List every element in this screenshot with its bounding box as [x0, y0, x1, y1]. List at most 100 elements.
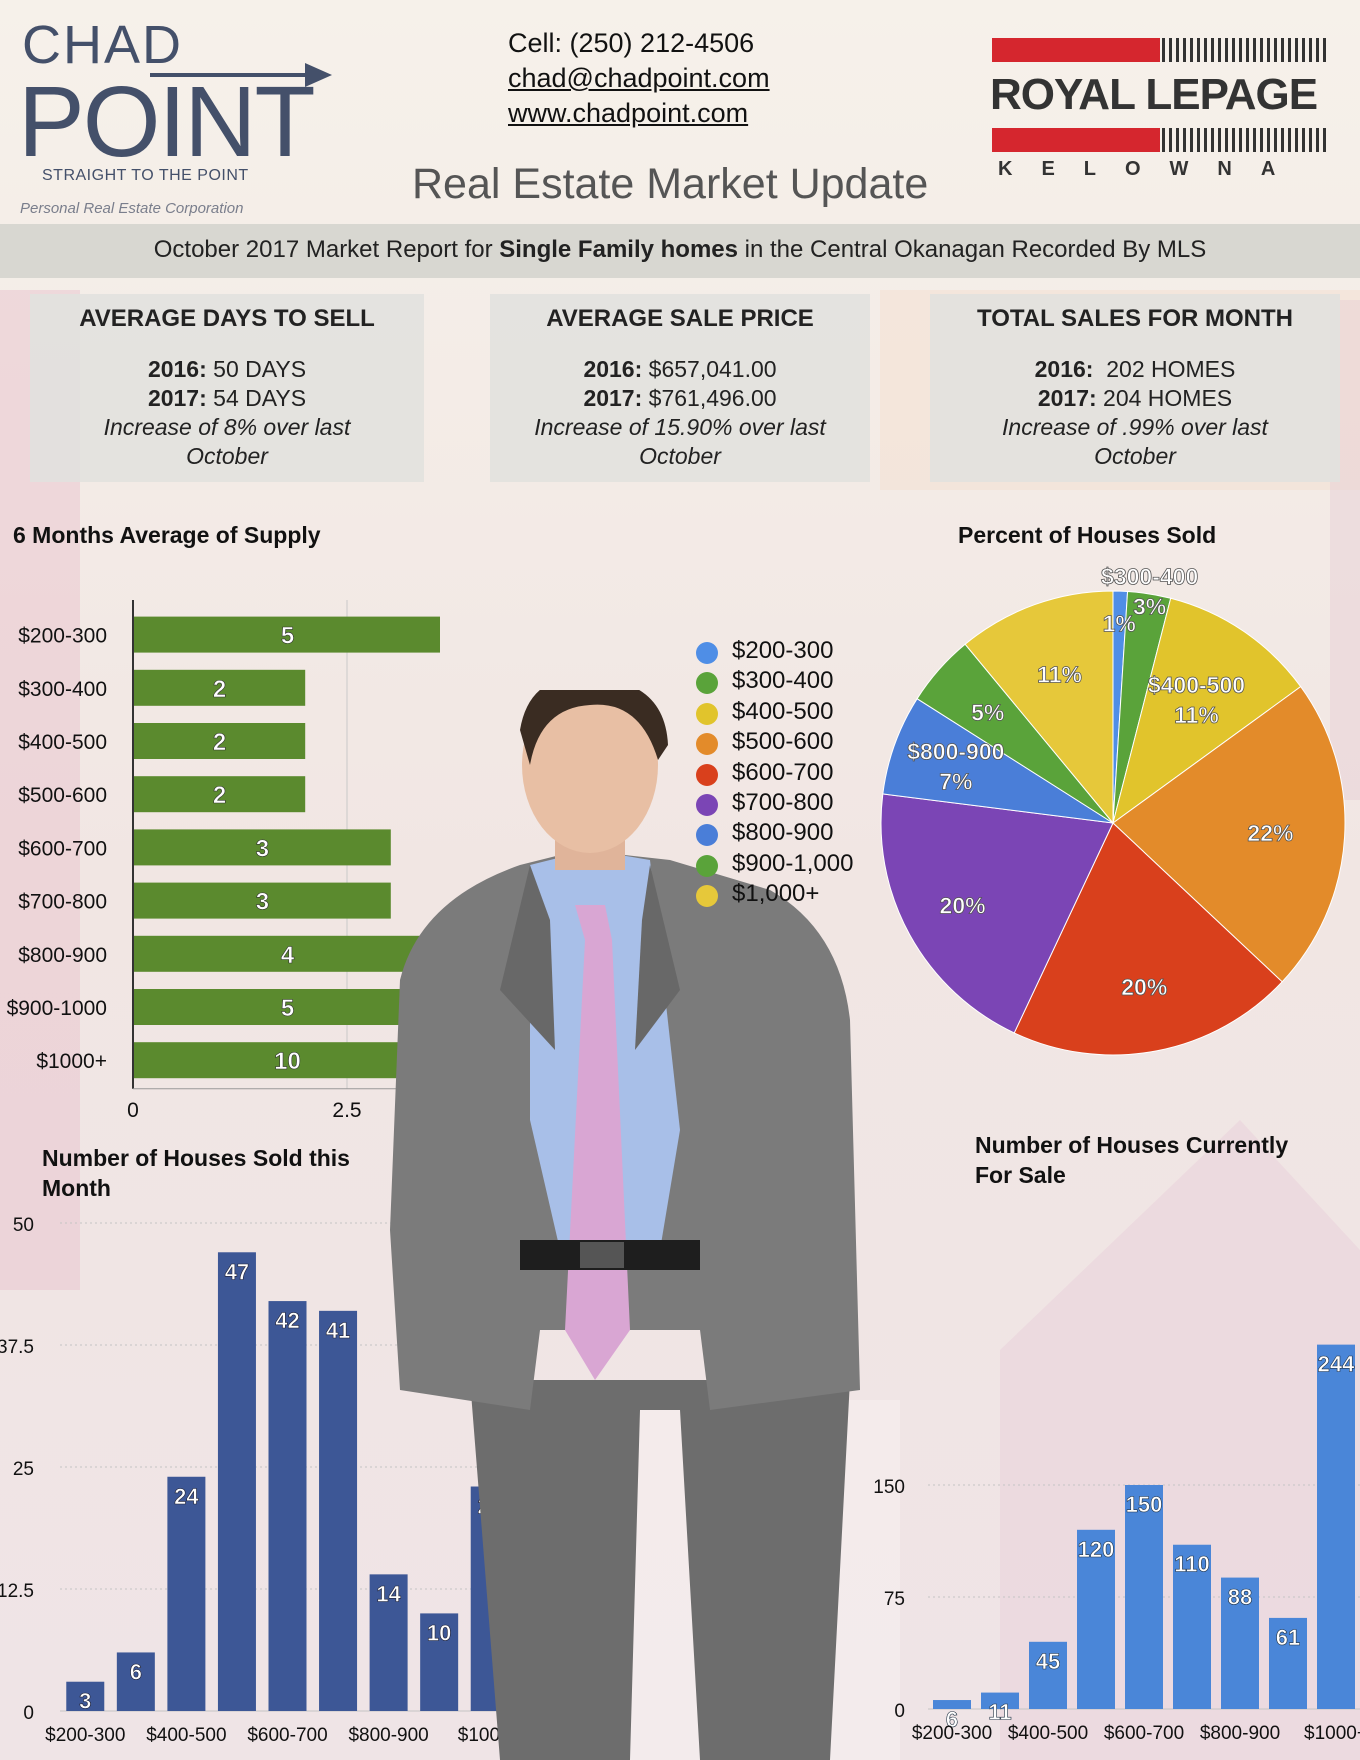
stat-2016: 2016: $657,041.00 [583, 356, 777, 382]
contact-website-link[interactable]: www.chadpoint.com [508, 98, 749, 128]
contact-cell: Cell: (250) 212-4506 [508, 28, 755, 58]
forsale-bar [1317, 1344, 1355, 1709]
sold-value-label: 6 [130, 1659, 142, 1684]
legend-swatch-icon [696, 702, 718, 725]
contact-email-link[interactable]: chad@chadpoint.com [508, 63, 770, 93]
supply-bar [134, 829, 391, 866]
sold-value-label: 42 [275, 1308, 299, 1333]
pie-slice [880, 793, 1114, 1034]
report-band [0, 224, 1360, 278]
supply-bar [134, 935, 440, 972]
stat-2017: 2017: $761,496.00 [583, 385, 777, 411]
supply-bar [134, 669, 306, 706]
brand-stripe-top [992, 38, 1160, 62]
forsale-bar [933, 1700, 971, 1709]
sold-value-label: 41 [326, 1318, 350, 1343]
pie-slice [1112, 685, 1346, 983]
forsale-bar [1173, 1544, 1211, 1709]
pie-slice-label: 7% [939, 768, 972, 794]
supply-category-label: $1000+ [36, 1050, 107, 1073]
pie-slice-label: 5% [971, 700, 1004, 726]
forsale-value-label: 11 [988, 1700, 1011, 1725]
legend-swatch-icon [696, 854, 718, 877]
legend-swatch-icon [696, 824, 718, 847]
supply-bar [134, 1042, 440, 1079]
legend-swatch-icon [696, 885, 718, 908]
supply-value-label: 3 [256, 835, 269, 862]
sold-value-label: 24 [174, 1484, 199, 1509]
sold-bar [369, 1574, 408, 1711]
forsale-value-label: 150 [1126, 1492, 1163, 1517]
supply-category-label: $200-300 [18, 625, 107, 648]
sold-bar [167, 1476, 206, 1711]
supply-category-label: $900-1000 [7, 997, 107, 1020]
stat-change: Increase of 15.90% over last October [534, 414, 826, 469]
legend-swatch-icon [696, 733, 718, 756]
supply-x-tick: 0 [127, 1099, 139, 1122]
supply-bar [134, 616, 440, 653]
sold-bar [268, 1301, 307, 1711]
sold-y-tick: 12.5 [0, 1581, 34, 1602]
stat-heading: TOTAL SALES FOR MONTH [977, 305, 1293, 332]
supply-bar [134, 989, 440, 1025]
forsale-y-tick: 150 [873, 1477, 905, 1498]
pie-slice-label: 11% [1037, 662, 1082, 688]
stat-2016: 2016: 202 HOMES [1034, 356, 1236, 382]
sold-value-label: 3 [79, 1689, 91, 1714]
sold-bar [319, 1310, 358, 1711]
pie-slice-label: $400-500 [1148, 672, 1245, 698]
sold-bar [66, 1681, 105, 1711]
sold-y-tick: 0 [23, 1703, 34, 1724]
sold-chart-title: Number of Houses Sold this Month [42, 1145, 350, 1201]
forsale-value-label: 61 [1276, 1625, 1300, 1650]
legend-swatch-icon [696, 642, 718, 664]
legend-label: $500-600 [732, 728, 834, 756]
pie-slice [882, 697, 1114, 824]
legend-label: $600-700 [732, 758, 834, 786]
stat-2017: 2017: 54 DAYS [147, 385, 307, 411]
logo-arrow-icon [150, 63, 332, 87]
stat-change: Increase of 8% over last October [103, 414, 351, 469]
agent-photo [390, 690, 860, 1760]
supply-value-label: 2 [213, 729, 226, 756]
sold-y-tick: 50 [13, 1215, 34, 1236]
sold-x-tick: $800-900 [348, 1725, 428, 1746]
sold-value-label: 14 [376, 1581, 401, 1606]
sold-bar [116, 1652, 155, 1711]
legend-swatch-icon [696, 794, 718, 816]
supply-value-label: 3 [256, 889, 269, 916]
sold-y-tick: 25 [13, 1459, 34, 1480]
legend-label: $700-800 [732, 789, 834, 816]
supply-x-tick: 2.5 [332, 1099, 361, 1122]
forsale-x-tick: $400-500 [1008, 1723, 1088, 1744]
forsale-chart: 0 75 150 6 11 45 120 150 110 88 61 244 $200-300 $400-… [873, 1344, 1360, 1744]
supply-category-label: $600-700 [18, 837, 107, 860]
report-band-text: October 2017 Market Report for Single Fa… [0, 236, 1360, 264]
report-bold: Single Family homes [499, 236, 738, 263]
forsale-x-tick: $1000+ [1304, 1723, 1360, 1744]
supply-chart-title: 6 Months Average of Supply [13, 522, 321, 548]
forsale-bar [1221, 1577, 1259, 1709]
legend-label: $800-900 [732, 819, 834, 847]
forsale-value-label: 6 [946, 1707, 958, 1732]
supply-value-label: 5 [281, 995, 294, 1022]
sold-x-tick: $600-700 [247, 1725, 327, 1746]
stat-box-sales: TOTAL SALES FOR MONTH 2016: 202 HOMES 20… [930, 294, 1340, 482]
supply-category-label: $300-400 [18, 678, 107, 701]
pie-chart: 1% $300-400 3% $400-500 11% 22% 20% 20% $800-900… [880, 563, 1346, 1056]
supply-bar [134, 776, 306, 813]
forsale-bar [981, 1692, 1019, 1709]
stat-heading: AVERAGE SALE PRICE [546, 305, 814, 332]
forsale-value-label: 88 [1228, 1585, 1252, 1610]
brand-name: ROYAL LEPAGE [990, 70, 1318, 119]
logo-tagline: STRAIGHT TO THE POINT [42, 167, 249, 184]
pie-slice-label: 1% [1103, 611, 1136, 637]
supply-category-label: $400-500 [18, 731, 107, 754]
pie-legend: $200-300 $300-400 $400-500 $500-600 $600-700… [696, 636, 896, 916]
stat-2016: 2016: 50 DAYS [147, 356, 307, 382]
sold-chart: 012.52537.5503624474241141023$200-300$40… [0, 1215, 522, 1746]
pie-slice-label: 20% [940, 893, 986, 919]
legend-label: $200-300 [732, 637, 834, 664]
logo-point-text: POINT [18, 66, 316, 178]
sold-x-tick: $200-300 [45, 1725, 125, 1746]
